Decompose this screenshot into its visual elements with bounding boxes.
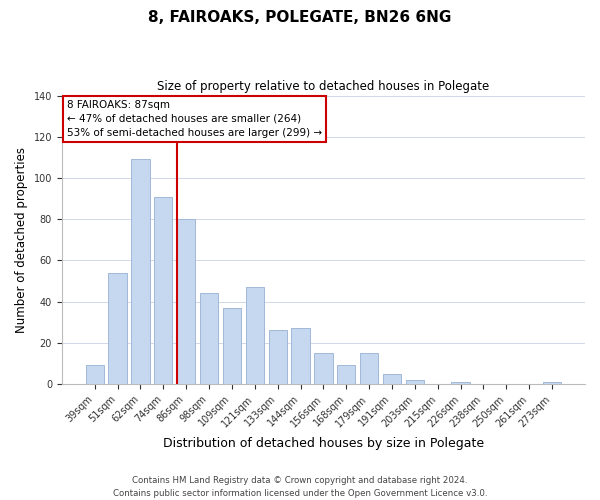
Text: 8 FAIROAKS: 87sqm
← 47% of detached houses are smaller (264)
53% of semi-detache: 8 FAIROAKS: 87sqm ← 47% of detached hous…: [67, 100, 322, 138]
Y-axis label: Number of detached properties: Number of detached properties: [15, 147, 28, 333]
Text: 8, FAIROAKS, POLEGATE, BN26 6NG: 8, FAIROAKS, POLEGATE, BN26 6NG: [148, 10, 452, 25]
Text: Contains HM Land Registry data © Crown copyright and database right 2024.
Contai: Contains HM Land Registry data © Crown c…: [113, 476, 487, 498]
Title: Size of property relative to detached houses in Polegate: Size of property relative to detached ho…: [157, 80, 490, 93]
Bar: [292, 328, 310, 384]
Bar: [269, 330, 287, 384]
Bar: [177, 219, 196, 384]
Bar: [200, 294, 218, 384]
Bar: [131, 160, 149, 384]
Bar: [109, 273, 127, 384]
Bar: [451, 382, 470, 384]
Bar: [543, 382, 561, 384]
X-axis label: Distribution of detached houses by size in Polegate: Distribution of detached houses by size …: [163, 437, 484, 450]
Bar: [406, 380, 424, 384]
Bar: [314, 353, 332, 384]
Bar: [223, 308, 241, 384]
Bar: [337, 366, 355, 384]
Bar: [86, 366, 104, 384]
Bar: [245, 287, 264, 384]
Bar: [360, 353, 378, 384]
Bar: [154, 196, 172, 384]
Bar: [383, 374, 401, 384]
